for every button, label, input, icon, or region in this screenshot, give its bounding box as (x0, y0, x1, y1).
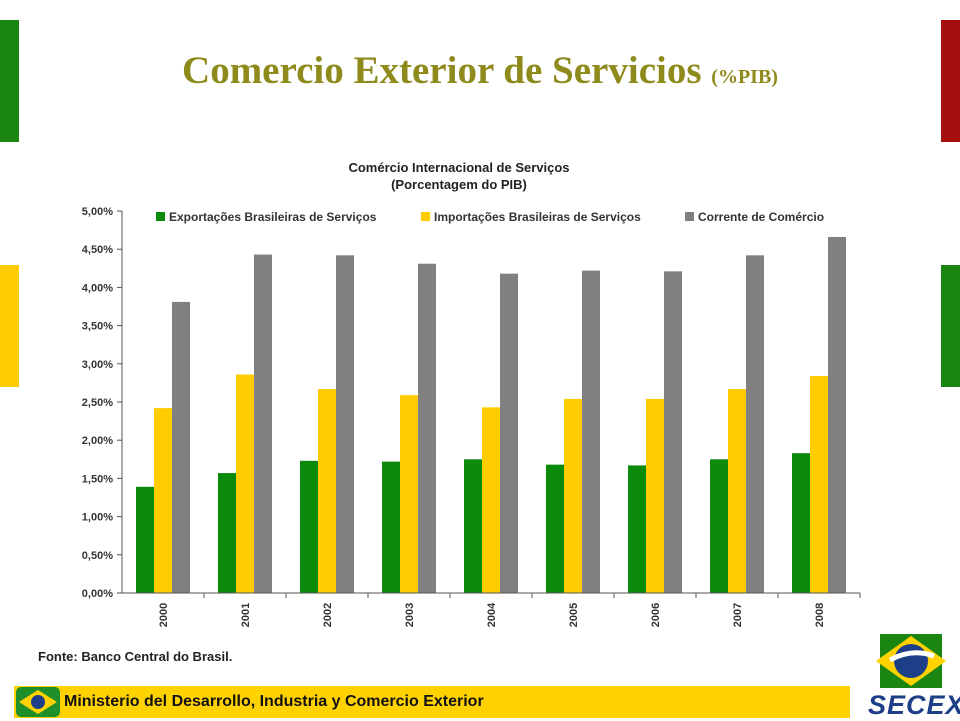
bar (646, 398, 664, 593)
y-tick-label: 3,50% (82, 321, 113, 333)
bar (810, 376, 828, 593)
bar (564, 398, 582, 593)
bar (254, 254, 272, 593)
bar (482, 407, 500, 593)
bar (318, 389, 336, 593)
right-red-bar (941, 20, 960, 142)
chart-title: Comércio Internacional de Serviços (348, 160, 569, 175)
x-tick-label: 2005 (568, 603, 580, 627)
y-tick-label: 1,00% (82, 512, 113, 524)
y-tick-label: 1,50% (82, 473, 113, 485)
y-tick-label: 4,50% (82, 244, 113, 256)
x-tick-label: 2003 (404, 603, 416, 627)
bar (236, 374, 254, 593)
legend-label: Exportações Brasileiras de Serviços (169, 210, 377, 224)
bar (792, 453, 810, 593)
left-yellow-bar (0, 265, 19, 387)
legend-swatch (156, 212, 165, 221)
slide-title-suffix: (%PIB) (711, 66, 778, 88)
bar (582, 270, 600, 593)
bar (710, 459, 728, 593)
brazil-flag-icon (16, 687, 60, 717)
slide-title: Comercio Exterior de Servicios (%PIB) (0, 48, 960, 93)
x-tick-label: 2006 (650, 603, 662, 627)
bar (382, 461, 400, 593)
legend-label: Corrente de Comércio (698, 210, 824, 224)
bar (628, 465, 646, 593)
bar (500, 273, 518, 593)
footer-bar (14, 686, 850, 718)
bar (154, 408, 172, 593)
x-tick-label: 2008 (814, 603, 826, 627)
legend-label: Importações Brasileiras de Serviços (434, 210, 641, 224)
bar (136, 486, 154, 593)
bar (172, 301, 190, 593)
y-tick-label: 3,00% (82, 359, 113, 371)
chart-source-note: Fonte: Banco Central do Brasil. (38, 649, 233, 664)
y-tick-label: 4,00% (82, 282, 113, 294)
bar (746, 255, 764, 593)
legend-swatch (685, 212, 694, 221)
bar (218, 473, 236, 593)
x-tick-label: 2007 (732, 603, 744, 627)
y-tick-label: 2,50% (82, 397, 113, 409)
y-axis: 0,00% 0,50% 1,00% 1,50% 2,00% 2,50% 3,00% 3,50%… (82, 206, 123, 600)
secex-logo-icon (876, 634, 946, 688)
bar (464, 459, 482, 593)
bar (828, 236, 846, 593)
right-green-bar (941, 265, 960, 387)
chart-legend: Exportações Brasileiras de Serviços Impor… (156, 210, 824, 224)
x-tick-label: 2000 (158, 603, 170, 627)
bar (400, 395, 418, 593)
left-green-bar (0, 20, 19, 142)
legend-swatch (421, 212, 430, 221)
x-tick-label: 2004 (486, 602, 498, 627)
slide-title-main: Comercio Exterior de Servicios (182, 49, 702, 92)
bar (418, 263, 436, 593)
bar (664, 271, 682, 593)
secex-logo-text: SECEX (868, 690, 960, 720)
chart-subtitle: (Porcentagem do PIB) (391, 177, 527, 192)
bar (546, 464, 564, 593)
bar (336, 255, 354, 593)
y-tick-label: 5,00% (82, 206, 113, 218)
y-tick-label: 0,00% (82, 588, 113, 600)
y-tick-label: 0,50% (82, 550, 113, 562)
bar (728, 389, 746, 593)
x-tick-label: 2001 (240, 603, 252, 627)
x-axis: 2000 2001 2002 2003 2004 2005 2006 2007 2008 (122, 592, 861, 627)
x-tick-label: 2002 (322, 603, 334, 627)
bars (136, 236, 846, 593)
y-tick-label: 2,00% (82, 435, 113, 447)
bar (300, 460, 318, 593)
footer-ministry-text: Ministerio del Desarrollo, Industria y C… (64, 693, 484, 710)
